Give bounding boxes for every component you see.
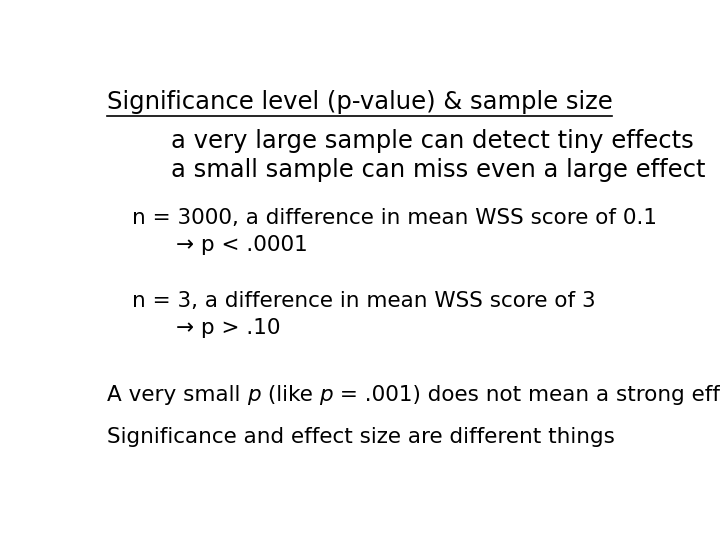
Text: → p > .10: → p > .10 [176, 319, 281, 339]
Text: = .001) does not mean a strong effect: = .001) does not mean a strong effect [333, 385, 720, 405]
Text: Significance level (p-value) & sample size: Significance level (p-value) & sample si… [107, 90, 613, 114]
Text: p: p [247, 385, 261, 405]
Text: a very large sample can detect tiny effects: a very large sample can detect tiny effe… [171, 129, 693, 153]
Text: a small sample can miss even a large effect: a small sample can miss even a large eff… [171, 158, 706, 183]
Text: A very small: A very small [107, 385, 247, 405]
Text: n = 3, a difference in mean WSS score of 3: n = 3, a difference in mean WSS score of… [132, 292, 595, 312]
Text: Significance and effect size are different things: Significance and effect size are differe… [107, 427, 615, 447]
Text: → p < .0001: → p < .0001 [176, 235, 308, 255]
Text: (like: (like [261, 385, 320, 405]
Text: p: p [320, 385, 333, 405]
Text: n = 3000, a difference in mean WSS score of 0.1: n = 3000, a difference in mean WSS score… [132, 208, 657, 228]
